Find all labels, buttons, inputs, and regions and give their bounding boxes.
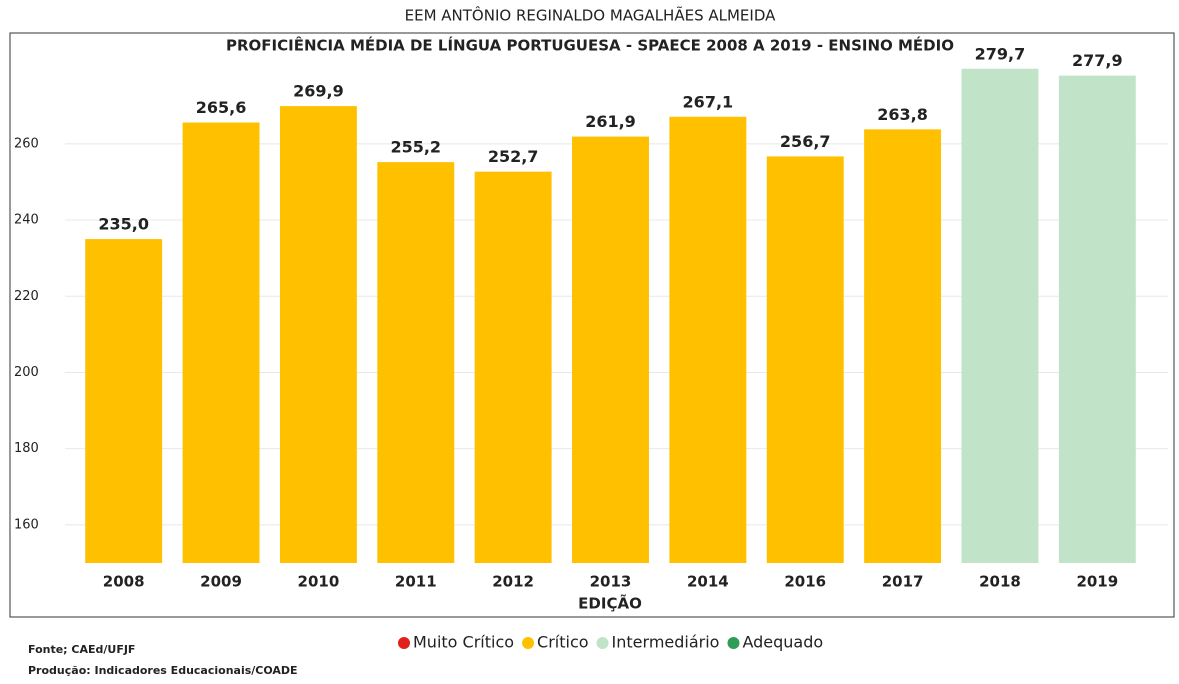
data-label: 263,8 — [877, 105, 928, 124]
legend-label: Muito Crítico — [413, 633, 514, 652]
data-label: 269,9 — [293, 82, 344, 101]
data-label: 267,1 — [683, 92, 734, 111]
legend: Muito Crítico Crítico Intermediário Adequad… — [398, 633, 823, 652]
legend-swatch — [398, 637, 410, 649]
y-tick-label: 180 — [14, 441, 39, 456]
bar — [182, 122, 260, 563]
data-label: 265,6 — [196, 98, 247, 117]
x-tick-label: 2010 — [298, 573, 340, 591]
y-tick-label: 240 — [14, 213, 39, 228]
y-tick-label: 160 — [14, 517, 39, 532]
x-tick-label: 2008 — [103, 573, 145, 591]
y-tick-label: 200 — [14, 365, 39, 380]
x-tick-label: 2011 — [395, 573, 437, 591]
legend-label: Adequado — [742, 633, 823, 652]
legend-swatch — [522, 637, 535, 649]
bar — [377, 162, 455, 563]
bar — [1058, 75, 1136, 564]
bar — [669, 116, 747, 564]
y-tick-label: 260 — [14, 136, 39, 151]
data-label: 261,9 — [585, 112, 636, 131]
bar — [572, 136, 649, 563]
data-label: 279,7 — [975, 44, 1026, 63]
bar — [474, 171, 552, 563]
x-tick-label: 2017 — [882, 573, 924, 591]
legend-label: Crítico — [537, 633, 589, 652]
legend-label: Intermediário — [612, 633, 720, 652]
bar — [766, 156, 844, 564]
bar — [961, 68, 1039, 563]
x-tick-label: 2013 — [590, 573, 632, 591]
bar — [864, 129, 942, 563]
data-label: 255,2 — [390, 138, 441, 157]
legend-swatch — [596, 637, 609, 649]
x-tick-label: 2012 — [492, 573, 534, 591]
bar — [279, 106, 357, 563]
x-tick-label: 2016 — [784, 573, 826, 591]
chart-subtitle: PROFICIÊNCIA MÉDIA DE LÍNGUA PORTUGUESA … — [226, 36, 954, 55]
production-note: Produção: Indicadores Educacionais/COADE — [28, 664, 298, 677]
chart-frame — [9, 32, 1175, 618]
bar — [85, 239, 163, 563]
data-label: 252,7 — [488, 147, 539, 166]
x-axis-label: EDIÇÃO — [578, 594, 642, 613]
legend-swatch — [727, 637, 740, 649]
x-tick-label: 2019 — [1076, 573, 1118, 591]
source-note: Fonte; CAEd/UFJF — [28, 643, 135, 656]
y-tick-label: 220 — [14, 289, 39, 304]
x-tick-label: 2018 — [979, 573, 1021, 591]
data-label: 235,0 — [98, 215, 149, 234]
x-tick-label: 2009 — [200, 573, 242, 591]
x-tick-label: 2014 — [687, 573, 729, 591]
chart-title: EEM ANTÔNIO REGINALDO MAGALHÃES ALMEIDA — [405, 6, 776, 25]
data-label: 256,7 — [780, 132, 831, 151]
data-label: 277,9 — [1072, 51, 1123, 70]
